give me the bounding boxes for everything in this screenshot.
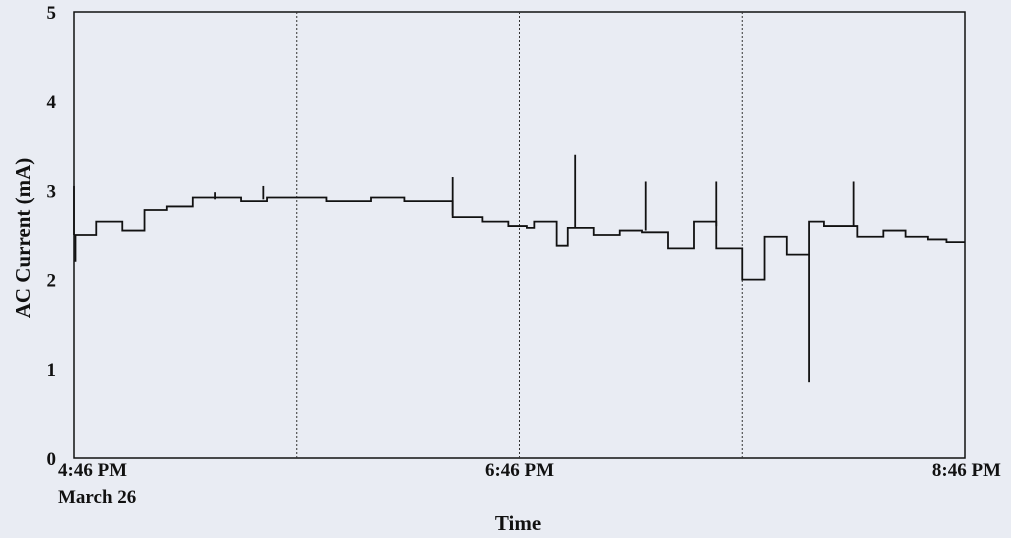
y-tick-label-4: 4: [47, 92, 57, 113]
plot-frame: [73, 11, 966, 459]
series-line-0: [74, 196, 965, 281]
y-tick-label-1: 1: [47, 360, 57, 381]
x-tick-labels: 4:46 PM March 26 6:46 PM 8:46 PM: [58, 460, 1001, 508]
y-tick-label-2: 2: [47, 271, 57, 292]
x-tick-sublabel-0: March 26: [58, 487, 136, 508]
x-axis-title: Time: [495, 511, 541, 535]
y-tick-label-0: 0: [47, 449, 57, 470]
series-layer: [73, 154, 965, 383]
y-tick-label-5: 5: [47, 3, 57, 24]
vertical-dotted-lines: [296, 12, 743, 458]
x-tick-label-1: 6:46 PM: [485, 460, 554, 481]
y-tick-labels: 0 1 2 3 4 5: [47, 3, 57, 470]
x-tick-label-0: 4:46 PM: [58, 460, 127, 481]
x-tick-label-2: 8:46 PM: [932, 460, 1001, 481]
y-tick-label-3: 3: [47, 181, 57, 202]
y-axis-title: AC Current (mA): [11, 158, 35, 319]
